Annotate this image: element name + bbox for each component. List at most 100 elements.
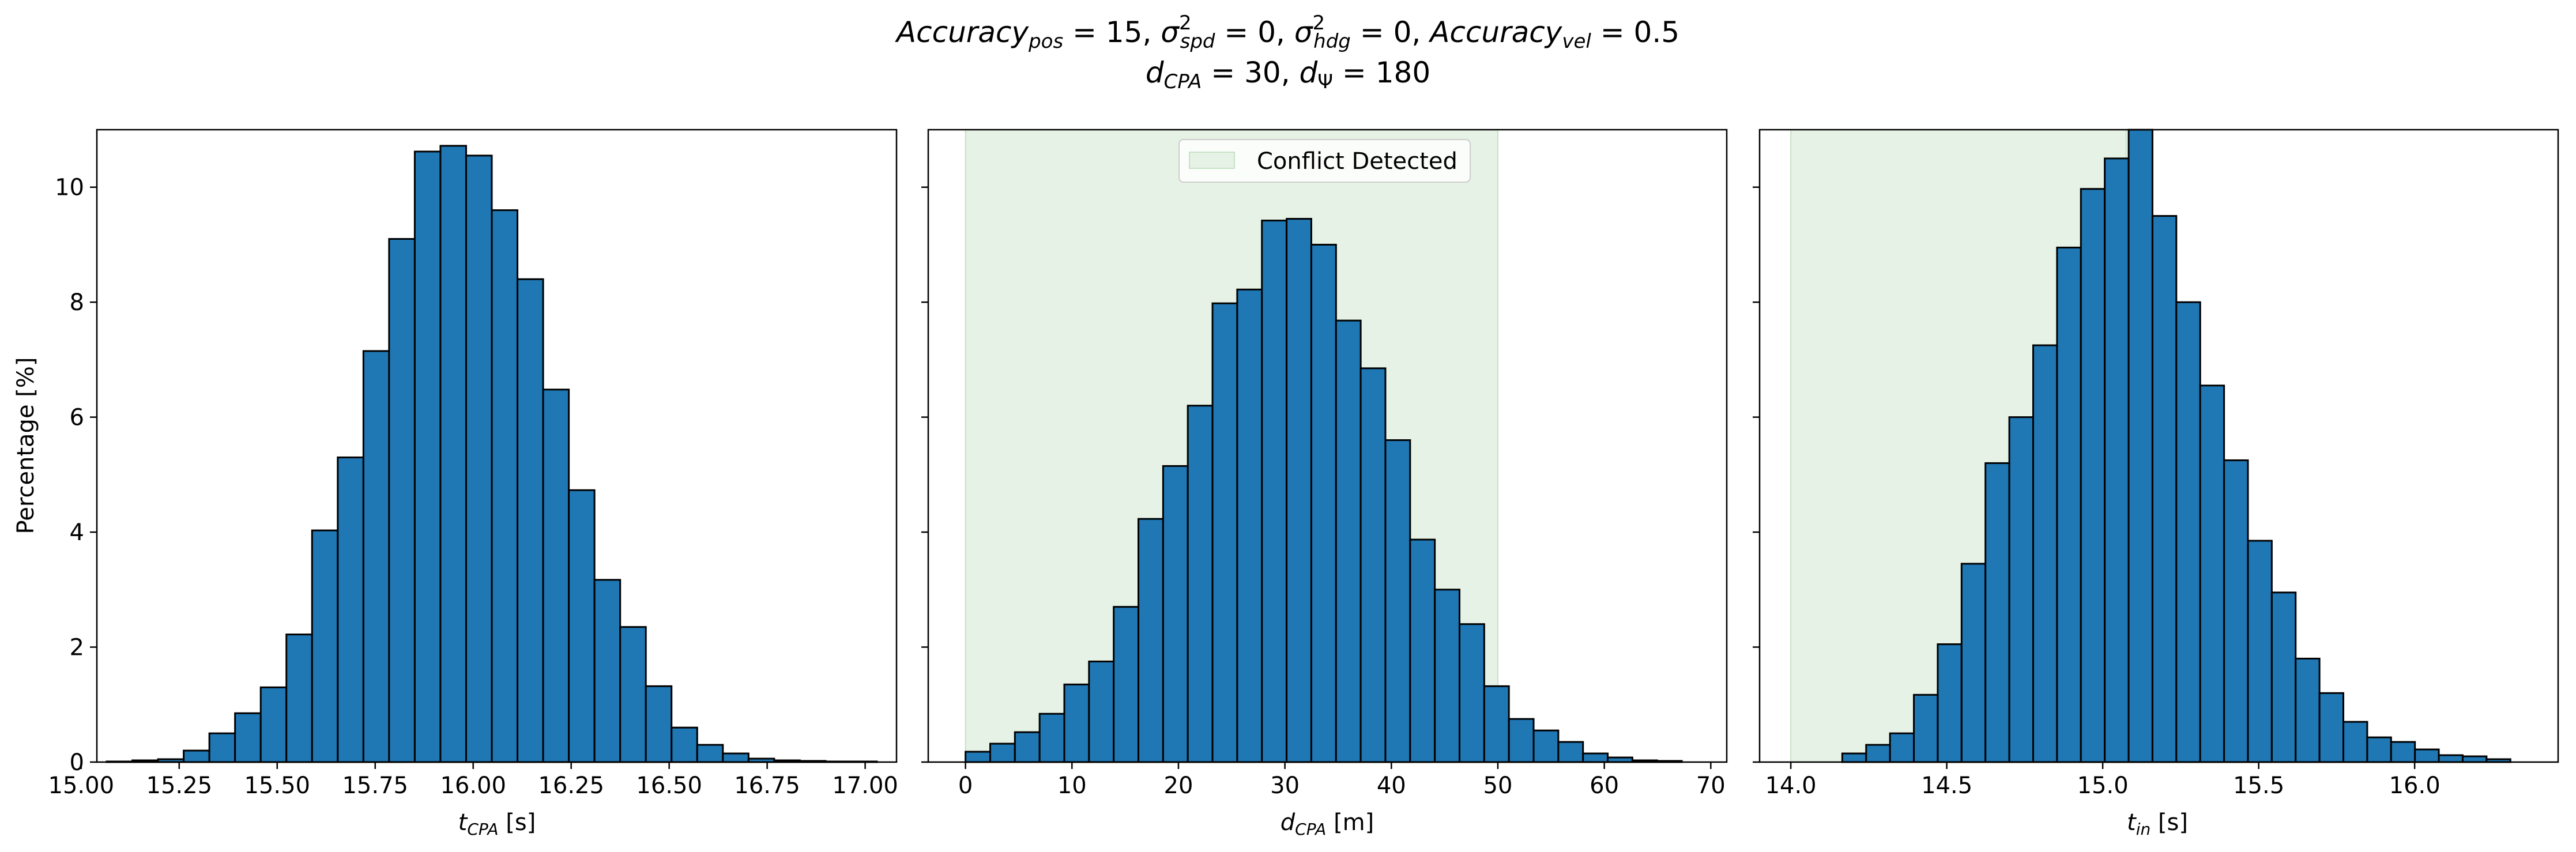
histogram-bar — [1582, 752, 1609, 763]
histogram-bar — [337, 456, 364, 763]
histogram-bar — [1038, 712, 1065, 763]
x-tick-label: 15.0 — [2077, 772, 2129, 799]
histogram-bar — [2270, 591, 2297, 763]
histogram-bar — [568, 489, 596, 763]
histogram-bar — [645, 685, 673, 763]
histogram-bar — [2175, 301, 2201, 763]
panel-dcpa: dCPA [m] Conflict Detected 0 10 20 30 40 50 60… — [921, 129, 1728, 839]
y-tick-label: 4 — [70, 519, 84, 546]
histogram-bar — [2223, 459, 2249, 763]
x-tick-label: 17.00 — [832, 772, 898, 799]
x-tick-label: 0 — [958, 772, 973, 799]
histogram-bar — [542, 389, 570, 763]
histogram-bar — [1310, 243, 1337, 763]
histogram-bar — [2008, 416, 2034, 763]
legend-frame — [1178, 139, 1471, 183]
histogram-bar — [1261, 220, 1288, 763]
histogram-bar — [2342, 721, 2368, 763]
histogram-bar — [1508, 718, 1535, 763]
x-tick-label: 16.50 — [636, 772, 702, 799]
x-tick-label: 15.75 — [342, 772, 408, 799]
histogram-bar — [183, 749, 210, 763]
histogram-bar — [362, 350, 390, 763]
y-tick-label: 8 — [70, 289, 84, 316]
axes-frame — [927, 129, 1728, 763]
legend-swatch — [1189, 152, 1235, 169]
histogram-bar — [1236, 288, 1263, 763]
histogram-bar — [619, 626, 647, 763]
histogram-bar — [696, 744, 724, 763]
x-tick-label: 20 — [1164, 772, 1193, 799]
title-line-1: Accuracypos = 15, σ2 spd = 0, σ2 hdg = 0, … — [895, 12, 1679, 53]
x-tick-label: 16.25 — [538, 772, 604, 799]
x-tick-label: 70 — [1696, 772, 1726, 799]
histogram-bar — [1434, 589, 1460, 763]
histogram-bar — [2127, 129, 2153, 763]
histogram-bar — [965, 751, 991, 763]
x-tick-label: 16.00 — [440, 772, 506, 799]
histogram-bar — [593, 579, 622, 763]
histogram-bar — [722, 752, 750, 763]
y-tick-label: 2 — [70, 635, 84, 661]
x-tick-label: 15.50 — [244, 772, 310, 799]
y-axis-label: Percentage [%] — [13, 357, 39, 534]
title-line-2: dCPA = 30, dΨ = 180 — [1146, 56, 1430, 93]
x-axis-label-tin: tin [s] — [2127, 809, 2188, 839]
histogram-bar — [311, 529, 339, 763]
histogram-bar — [1984, 462, 2010, 763]
histogram-bar — [1138, 518, 1164, 763]
x-tick-label: 50 — [1483, 772, 1513, 799]
histogram-bar — [439, 145, 467, 763]
x-tick-label: 15.5 — [2233, 772, 2284, 799]
histogram-bar — [2366, 736, 2392, 763]
x-tick-label: 16.0 — [2389, 772, 2441, 799]
histogram-bar — [1335, 319, 1362, 763]
x-tick-label: 15.25 — [146, 772, 213, 799]
histogram-bar — [1841, 752, 1867, 763]
histogram-bar — [208, 732, 236, 763]
histogram-bar — [1211, 302, 1238, 763]
histogram-bar — [2080, 188, 2106, 763]
legend: Conflict Detected — [1178, 139, 1471, 183]
x-tick-label: 30 — [1270, 772, 1300, 799]
histogram-bar — [1483, 685, 1510, 763]
histogram-bar — [1014, 731, 1041, 763]
histogram-bar — [2247, 540, 2273, 763]
histogram-bar — [1960, 563, 1987, 763]
histogram-bar — [1113, 606, 1140, 763]
histogram-bar — [1532, 729, 1560, 763]
histogram-bar — [989, 742, 1016, 763]
x-tick-label: 14.0 — [1765, 772, 1817, 799]
y-tick-label: 6 — [70, 405, 84, 431]
x-tick-label: 60 — [1590, 772, 1619, 799]
histogram-bar — [388, 237, 416, 763]
histogram-bar — [465, 154, 493, 763]
x-tick-label: 14.5 — [1921, 772, 1972, 799]
histogram-bar — [2032, 344, 2058, 763]
histogram-bar — [491, 209, 519, 763]
histogram-bar — [1359, 367, 1387, 763]
histogram-bar — [1063, 683, 1090, 763]
histogram-bar — [2056, 246, 2082, 763]
histogram-bar — [1286, 218, 1312, 763]
y-tick-label: 10 — [55, 175, 84, 201]
x-tick-label: 16.75 — [734, 772, 800, 799]
histogram-bar — [413, 150, 442, 763]
histogram-bar — [1889, 732, 1915, 763]
histogram-bar — [2295, 657, 2321, 763]
histogram-bar — [2414, 748, 2440, 763]
histogram-bar — [285, 634, 313, 763]
x-tick-label: 15.00 — [48, 772, 115, 799]
histogram-bar — [1937, 643, 1963, 763]
histogram-bar — [2438, 754, 2464, 763]
histogram-bar — [1865, 744, 1891, 763]
histogram-bar — [2104, 157, 2130, 763]
histogram-bar — [1162, 465, 1189, 763]
x-axis-label-dcpa: dCPA [m] — [1281, 809, 1374, 839]
histogram-bar — [517, 278, 544, 763]
histogram-bar — [1088, 660, 1115, 763]
histogram-bar — [2199, 384, 2225, 763]
x-tick-label: 40 — [1377, 772, 1406, 799]
histogram-bar — [1187, 405, 1214, 763]
